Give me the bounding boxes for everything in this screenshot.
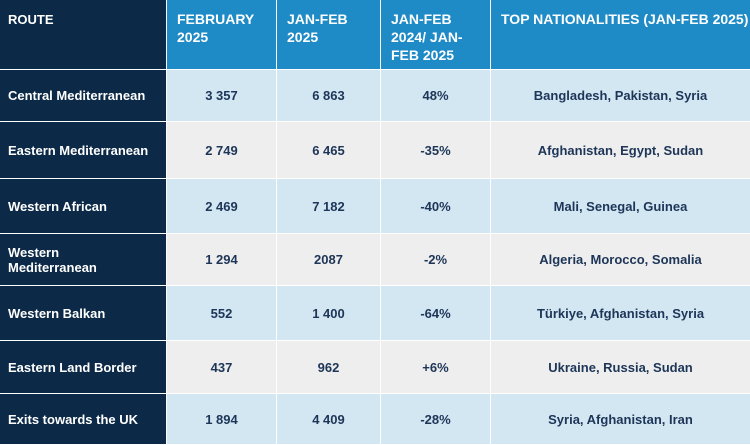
route-name: Eastern Mediterranean <box>0 122 167 179</box>
jan-feb-value: 7 182 <box>277 179 381 234</box>
jan-feb-value: 962 <box>277 341 381 394</box>
header-nationalities: TOP NATIONALITIES (JAN-FEB 2025) <box>491 0 750 70</box>
header-jan-feb-2025: JAN-FEB 2025 <box>277 0 381 70</box>
route-name: Eastern Land Border <box>0 341 167 394</box>
change-value: -2% <box>381 234 491 286</box>
nationalities-value: Ukraine, Russia, Sudan <box>491 341 750 394</box>
table-row: Western Balkan 552 1 400 -64% Türkiye, A… <box>0 286 750 341</box>
nationalities-value: Syria, Afghanistan, Iran <box>491 394 750 445</box>
route-name: Western African <box>0 179 167 234</box>
route-name: Western Mediterranean <box>0 234 167 286</box>
change-value: -28% <box>381 394 491 445</box>
feb-value: 1 894 <box>167 394 277 445</box>
jan-feb-value: 6 465 <box>277 122 381 179</box>
feb-value: 437 <box>167 341 277 394</box>
header-route: ROUTE <box>0 0 167 70</box>
nationalities-value: Afghanistan, Egypt, Sudan <box>491 122 750 179</box>
feb-value: 2 749 <box>167 122 277 179</box>
table-row: Western African 2 469 7 182 -40% Mali, S… <box>0 179 750 234</box>
table-row: Exits towards the UK 1 894 4 409 -28% Sy… <box>0 394 750 445</box>
table-row: Western Mediterranean 1 294 2087 -2% Alg… <box>0 234 750 286</box>
route-name: Central Mediterranean <box>0 70 167 122</box>
jan-feb-value: 2087 <box>277 234 381 286</box>
change-value: -64% <box>381 286 491 341</box>
table-row: Eastern Land Border 437 962 +6% Ukraine,… <box>0 341 750 394</box>
header-change: JAN-FEB 2024/ JAN-FEB 2025 <box>381 0 491 70</box>
change-value: -40% <box>381 179 491 234</box>
route-name: Exits towards the UK <box>0 394 167 445</box>
header-feb-2025: FEBRUARY 2025 <box>167 0 277 70</box>
change-value: +6% <box>381 341 491 394</box>
jan-feb-value: 1 400 <box>277 286 381 341</box>
feb-value: 2 469 <box>167 179 277 234</box>
feb-value: 3 357 <box>167 70 277 122</box>
nationalities-value: Bangladesh, Pakistan, Syria <box>491 70 750 122</box>
feb-value: 552 <box>167 286 277 341</box>
table-row: Central Mediterranean 3 357 6 863 48% Ba… <box>0 70 750 122</box>
route-name: Western Balkan <box>0 286 167 341</box>
nationalities-value: Türkiye, Afghanistan, Syria <box>491 286 750 341</box>
change-value: 48% <box>381 70 491 122</box>
change-value: -35% <box>381 122 491 179</box>
jan-feb-value: 6 863 <box>277 70 381 122</box>
nationalities-value: Mali, Senegal, Guinea <box>491 179 750 234</box>
feb-value: 1 294 <box>167 234 277 286</box>
jan-feb-value: 4 409 <box>277 394 381 445</box>
table-row: Eastern Mediterranean 2 749 6 465 -35% A… <box>0 122 750 179</box>
table-header: ROUTE FEBRUARY 2025 JAN-FEB 2025 JAN-FEB… <box>0 0 750 70</box>
nationalities-value: Algeria, Morocco, Somalia <box>491 234 750 286</box>
